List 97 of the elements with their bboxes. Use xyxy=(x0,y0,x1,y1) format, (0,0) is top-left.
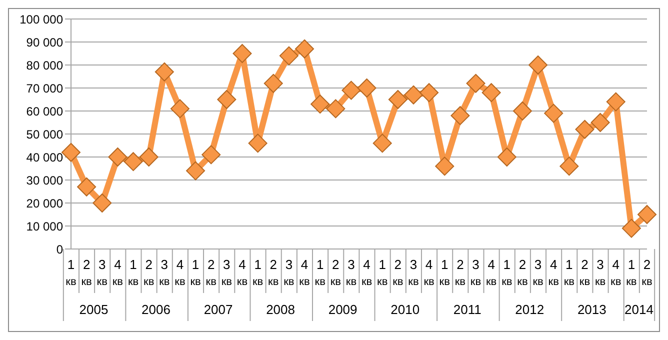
x-tick-label: 1 кв xyxy=(66,257,76,288)
point xyxy=(372,134,392,153)
x-tick-label: 3 кв xyxy=(408,257,419,288)
x-tick-label: 2 кв xyxy=(144,257,154,288)
point xyxy=(388,90,408,109)
text: 2012 xyxy=(515,302,544,317)
point xyxy=(638,205,656,224)
point xyxy=(450,106,470,126)
x-tick-label: 2 кв xyxy=(579,257,590,288)
x-tick-label: 1 кв xyxy=(252,257,264,288)
x-tick-label: 2 кв xyxy=(642,257,652,288)
point xyxy=(77,177,96,196)
x-tick-label: 2 кв xyxy=(392,257,404,288)
point xyxy=(264,74,283,93)
point xyxy=(202,145,221,164)
y-tick-label: 10 000 xyxy=(26,219,64,234)
point xyxy=(560,156,579,176)
point xyxy=(512,102,532,120)
point xyxy=(108,148,128,166)
point xyxy=(357,78,376,98)
text: 2006 xyxy=(142,302,170,317)
y-tick-label: 80 000 xyxy=(26,58,64,72)
text: 2008 xyxy=(266,302,296,317)
point xyxy=(575,120,594,139)
x-tick-label: 1 кв xyxy=(128,257,139,288)
x-tick-label: 2 кв xyxy=(206,257,217,288)
y-tick-label: 50 000 xyxy=(26,127,64,142)
x-tick-label: 4 кв xyxy=(299,257,310,288)
x-tick-label: 2 кв xyxy=(330,257,342,288)
y-tick-label: 0 xyxy=(56,242,64,256)
x-tick-label: 2 кв xyxy=(81,257,92,288)
text: 2013 xyxy=(577,302,606,317)
x-tick-label: 3 кв xyxy=(346,257,357,288)
x-tick-label: 3 кв xyxy=(470,257,482,288)
point xyxy=(170,99,190,118)
point xyxy=(497,148,516,166)
point xyxy=(62,142,80,162)
text: 2011 xyxy=(453,302,482,317)
point xyxy=(435,156,454,176)
point xyxy=(232,44,252,63)
x-tick-label: 4 кв xyxy=(112,257,124,288)
x-tick-label: 3 кв xyxy=(594,257,606,288)
x-tick-label: 4 кв xyxy=(361,257,372,288)
x-tick-label: 2 кв xyxy=(454,257,466,288)
text: 2014 xyxy=(624,302,654,317)
y-tick-label: 30 000 xyxy=(26,173,64,188)
x-tick-label: 1 кв xyxy=(377,257,388,288)
point xyxy=(528,56,548,74)
x-tick-label: 4 кв xyxy=(174,257,186,288)
point xyxy=(295,39,314,58)
x-tick-label: 1 кв xyxy=(502,257,512,288)
point xyxy=(622,218,641,238)
x-tick-label: 3 кв xyxy=(284,257,294,288)
point xyxy=(310,94,330,114)
text: 2007 xyxy=(204,302,233,317)
point xyxy=(342,80,361,100)
x-tick-label: 1 кв xyxy=(190,257,202,288)
x-tick-label: 4 кв xyxy=(610,257,622,288)
x-tick-label: 4 кв xyxy=(424,257,435,288)
point xyxy=(420,83,439,102)
point xyxy=(466,74,486,93)
point xyxy=(404,85,423,104)
y-tick-label: 20 000 xyxy=(26,196,64,210)
point xyxy=(606,92,626,112)
x-tick-label: 1 кв xyxy=(314,257,326,288)
point xyxy=(217,90,236,109)
point xyxy=(124,152,143,172)
x-tick-label: 4 кв xyxy=(486,257,497,288)
x-tick-label: 4 кв xyxy=(548,257,560,288)
point xyxy=(590,113,610,132)
point xyxy=(544,104,564,123)
point xyxy=(186,161,206,180)
point xyxy=(326,99,346,118)
text: 2005 xyxy=(79,302,108,317)
point xyxy=(92,194,112,212)
point xyxy=(248,134,268,153)
text: 2010 xyxy=(390,302,420,317)
x-tick-label: 3 кв xyxy=(221,257,232,288)
point xyxy=(139,148,158,166)
point xyxy=(482,83,501,102)
y-tick-label: 40 000 xyxy=(26,150,64,164)
text: 2009 xyxy=(328,302,358,317)
point xyxy=(279,46,298,66)
x-tick-label: 1 кв xyxy=(439,257,450,288)
x-tick-label: 2 кв xyxy=(517,257,528,288)
y-tick-label: 70 000 xyxy=(26,81,64,96)
x-tick-label: 3 кв xyxy=(159,257,170,288)
x-tick-label: 4 кв xyxy=(236,257,248,288)
x-tick-label: 1 кв xyxy=(626,257,637,288)
x-tick-label: 1 кв xyxy=(564,257,575,288)
x-tick-label: 3 кв xyxy=(532,257,544,288)
x-tick-label: 3 кв xyxy=(96,257,108,288)
x-tick-label: 2 кв xyxy=(268,257,279,288)
y-tick-label: 60 000 xyxy=(26,104,64,118)
y-tick-label: 100 000 xyxy=(20,12,64,26)
point xyxy=(154,62,174,82)
y-tick-label: 90 000 xyxy=(26,35,64,50)
